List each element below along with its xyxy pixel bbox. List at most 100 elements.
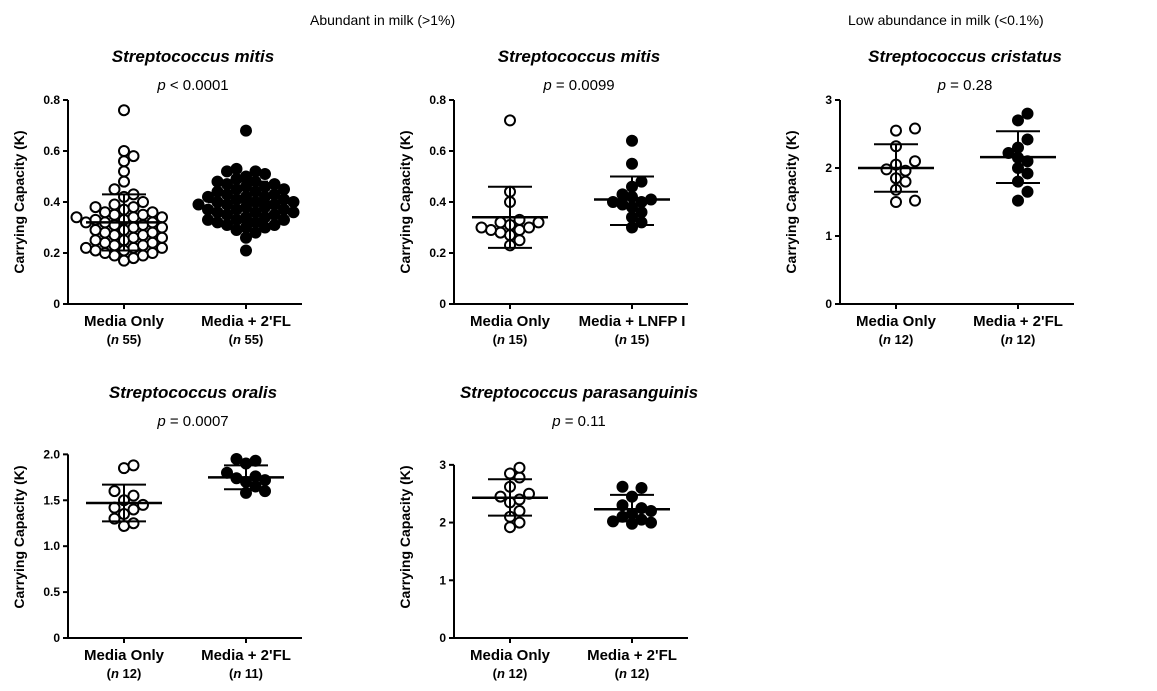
- data-point: [118, 254, 130, 267]
- data-point: [108, 183, 121, 196]
- data-point: [513, 224, 526, 237]
- y-axis-label: Carrying Capacity (K): [11, 130, 27, 273]
- data-point: [221, 208, 233, 221]
- data-point: [616, 198, 629, 211]
- data-point: [118, 104, 130, 117]
- n-count-symbol: n: [619, 332, 627, 347]
- p-value-symbol: p: [156, 77, 165, 94]
- data-point: [127, 503, 140, 516]
- data-point: [137, 249, 149, 262]
- data-point: [137, 229, 149, 242]
- data-point: [127, 489, 140, 502]
- data-point: [230, 183, 243, 196]
- data-point: [211, 185, 224, 198]
- x-category-label: Media Only: [470, 647, 551, 664]
- panel-title: Streptococcus mitis: [498, 47, 661, 66]
- data-point: [249, 226, 262, 239]
- data-point: [909, 194, 921, 207]
- p-value-symbol: p: [542, 77, 551, 94]
- n-count-text: 12): [119, 666, 141, 681]
- data-point: [108, 198, 121, 211]
- data-point: [240, 244, 252, 257]
- data-point: [1021, 107, 1034, 120]
- data-point: [635, 513, 648, 526]
- data-point: [80, 241, 92, 254]
- data-point: [504, 521, 516, 534]
- data-point: [108, 249, 121, 262]
- data-point: [156, 231, 168, 244]
- data-point: [221, 188, 233, 201]
- data-point: [513, 505, 526, 518]
- data-point: [268, 208, 281, 221]
- y-tick-label: 1.5: [43, 493, 60, 507]
- y-tick-label: 3: [825, 93, 832, 107]
- data-point: [230, 452, 243, 465]
- y-tick-label: 0: [53, 631, 60, 645]
- n-count-label: (n 12): [615, 666, 650, 681]
- group-header-low: Low abundance in milk (<0.1%): [848, 12, 1044, 28]
- y-tick-label: 0.6: [429, 144, 446, 158]
- y-tick-label: 0.4: [43, 195, 60, 209]
- data-point: [146, 206, 159, 219]
- data-point: [118, 155, 130, 168]
- data-point: [127, 221, 140, 234]
- y-tick-label: 2.0: [43, 447, 60, 461]
- data-point: [635, 206, 648, 219]
- data-point: [909, 155, 921, 168]
- y-tick-label: 0: [825, 297, 832, 311]
- data-point: [626, 134, 638, 147]
- data-point: [89, 234, 102, 247]
- data-point: [278, 183, 290, 196]
- data-point: [156, 221, 168, 234]
- p-value: p < 0.0001: [156, 77, 228, 94]
- n-count-symbol: n: [619, 666, 627, 681]
- data-point: [513, 234, 526, 247]
- p-value: p = 0.0099: [542, 77, 614, 94]
- data-point: [475, 221, 488, 234]
- y-tick-label: 0: [439, 631, 446, 645]
- data-point: [146, 236, 159, 249]
- data-point: [137, 498, 149, 511]
- n-count-text: 11): [241, 666, 263, 681]
- data-point: [137, 239, 149, 252]
- data-point: [127, 211, 140, 224]
- data-point: [268, 218, 281, 231]
- data-point: [504, 467, 516, 480]
- data-point: [89, 244, 102, 257]
- group-header-abundant: Abundant in milk (>1%): [310, 12, 456, 28]
- y-tick-label: 0.8: [429, 93, 446, 107]
- p-value-text: = 0.0007: [166, 413, 229, 430]
- data-point: [259, 167, 271, 180]
- p-value-symbol: p: [937, 77, 946, 94]
- p-value-text: = 0.0099: [552, 77, 615, 94]
- data-point: [494, 226, 507, 239]
- data-point: [156, 211, 168, 224]
- y-tick-label: 0: [439, 297, 446, 311]
- data-point: [192, 198, 205, 211]
- data-point: [146, 226, 159, 239]
- data-point: [249, 185, 262, 198]
- data-point: [513, 461, 526, 474]
- y-tick-label: 2: [439, 516, 446, 530]
- data-point: [287, 196, 300, 208]
- y-tick-label: 0: [53, 297, 60, 311]
- x-category-label: Media Only: [470, 313, 551, 330]
- n-count-label: (n 15): [493, 332, 528, 347]
- y-tick-label: 0.6: [43, 144, 60, 158]
- y-axis-label: Carrying Capacity (K): [397, 130, 413, 273]
- data-point: [909, 122, 921, 135]
- data-point: [259, 180, 271, 193]
- y-tick-label: 2: [825, 161, 832, 175]
- data-point: [211, 216, 224, 229]
- panel-title: Streptococcus oralis: [109, 383, 277, 402]
- x-category-label: Media Only: [84, 313, 165, 330]
- y-tick-label: 0.8: [43, 93, 60, 107]
- n-count-open: (: [107, 666, 112, 681]
- data-point: [504, 114, 516, 127]
- n-count-open: (: [229, 332, 234, 347]
- panel-title: Streptococcus cristatus: [868, 47, 1062, 66]
- n-count-open: (: [1001, 332, 1006, 347]
- data-point: [249, 454, 262, 467]
- y-tick-label: 0.4: [429, 195, 446, 209]
- data-point: [118, 145, 130, 157]
